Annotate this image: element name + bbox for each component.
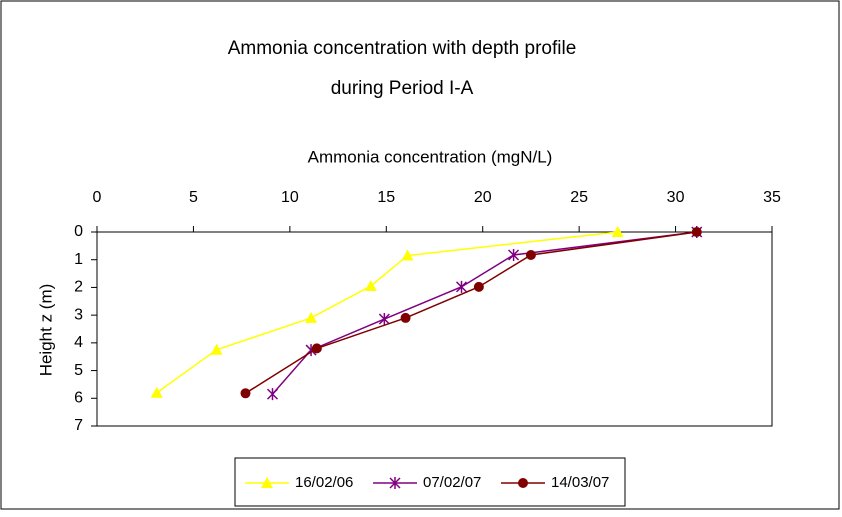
y-tick-label: 7 — [74, 417, 83, 434]
y-tick-label: 4 — [74, 334, 83, 351]
legend-marker — [261, 477, 273, 488]
marker — [305, 311, 318, 323]
y-axis-label: Height z (m) — [36, 284, 55, 377]
x-tick-label: 15 — [377, 189, 395, 206]
legend-label: 16/02/06 — [295, 474, 353, 491]
marker — [401, 249, 414, 261]
y-tick-label: 1 — [74, 251, 83, 268]
y-tick-label: 6 — [74, 390, 83, 407]
y-tick-label: 5 — [74, 362, 83, 379]
x-axis-label: Ammonia concentration (mgN/L) — [308, 147, 553, 166]
y-tick-label: 0 — [74, 223, 83, 240]
legend-box — [234, 457, 626, 507]
marker — [400, 312, 411, 323]
marker — [266, 388, 279, 401]
marker — [378, 313, 390, 326]
marker — [473, 281, 484, 292]
x-tick-label: 20 — [474, 189, 492, 206]
legend-label: 14/03/07 — [551, 474, 609, 491]
x-tick-label: 25 — [570, 189, 588, 206]
marker — [240, 388, 251, 399]
plot-area — [96, 231, 773, 427]
marker — [364, 280, 377, 292]
marker — [691, 227, 702, 237]
x-tick-label: 30 — [667, 189, 685, 206]
marker — [508, 249, 520, 262]
x-tick-label: 0 — [93, 189, 102, 206]
marker — [311, 343, 322, 354]
marker — [455, 280, 468, 293]
marker — [210, 343, 223, 355]
y-tick-label: 2 — [74, 279, 83, 296]
series-line — [156, 231, 618, 394]
legend-marker — [389, 477, 401, 489]
chart-title: Ammonia concentration with depth profile — [228, 38, 577, 59]
series-line — [245, 231, 697, 394]
legend-marker — [518, 478, 528, 488]
x-tick-label: 10 — [281, 189, 299, 206]
legend-label: 07/02/07 — [423, 474, 481, 491]
chart-title: during Period I-A — [331, 78, 474, 99]
x-tick-label: 35 — [763, 189, 781, 206]
x-tick-label: 5 — [189, 189, 198, 206]
y-tick-label: 3 — [74, 306, 83, 323]
marker — [525, 250, 536, 261]
series-line — [271, 231, 697, 395]
marker — [150, 386, 163, 398]
marker — [611, 226, 624, 237]
